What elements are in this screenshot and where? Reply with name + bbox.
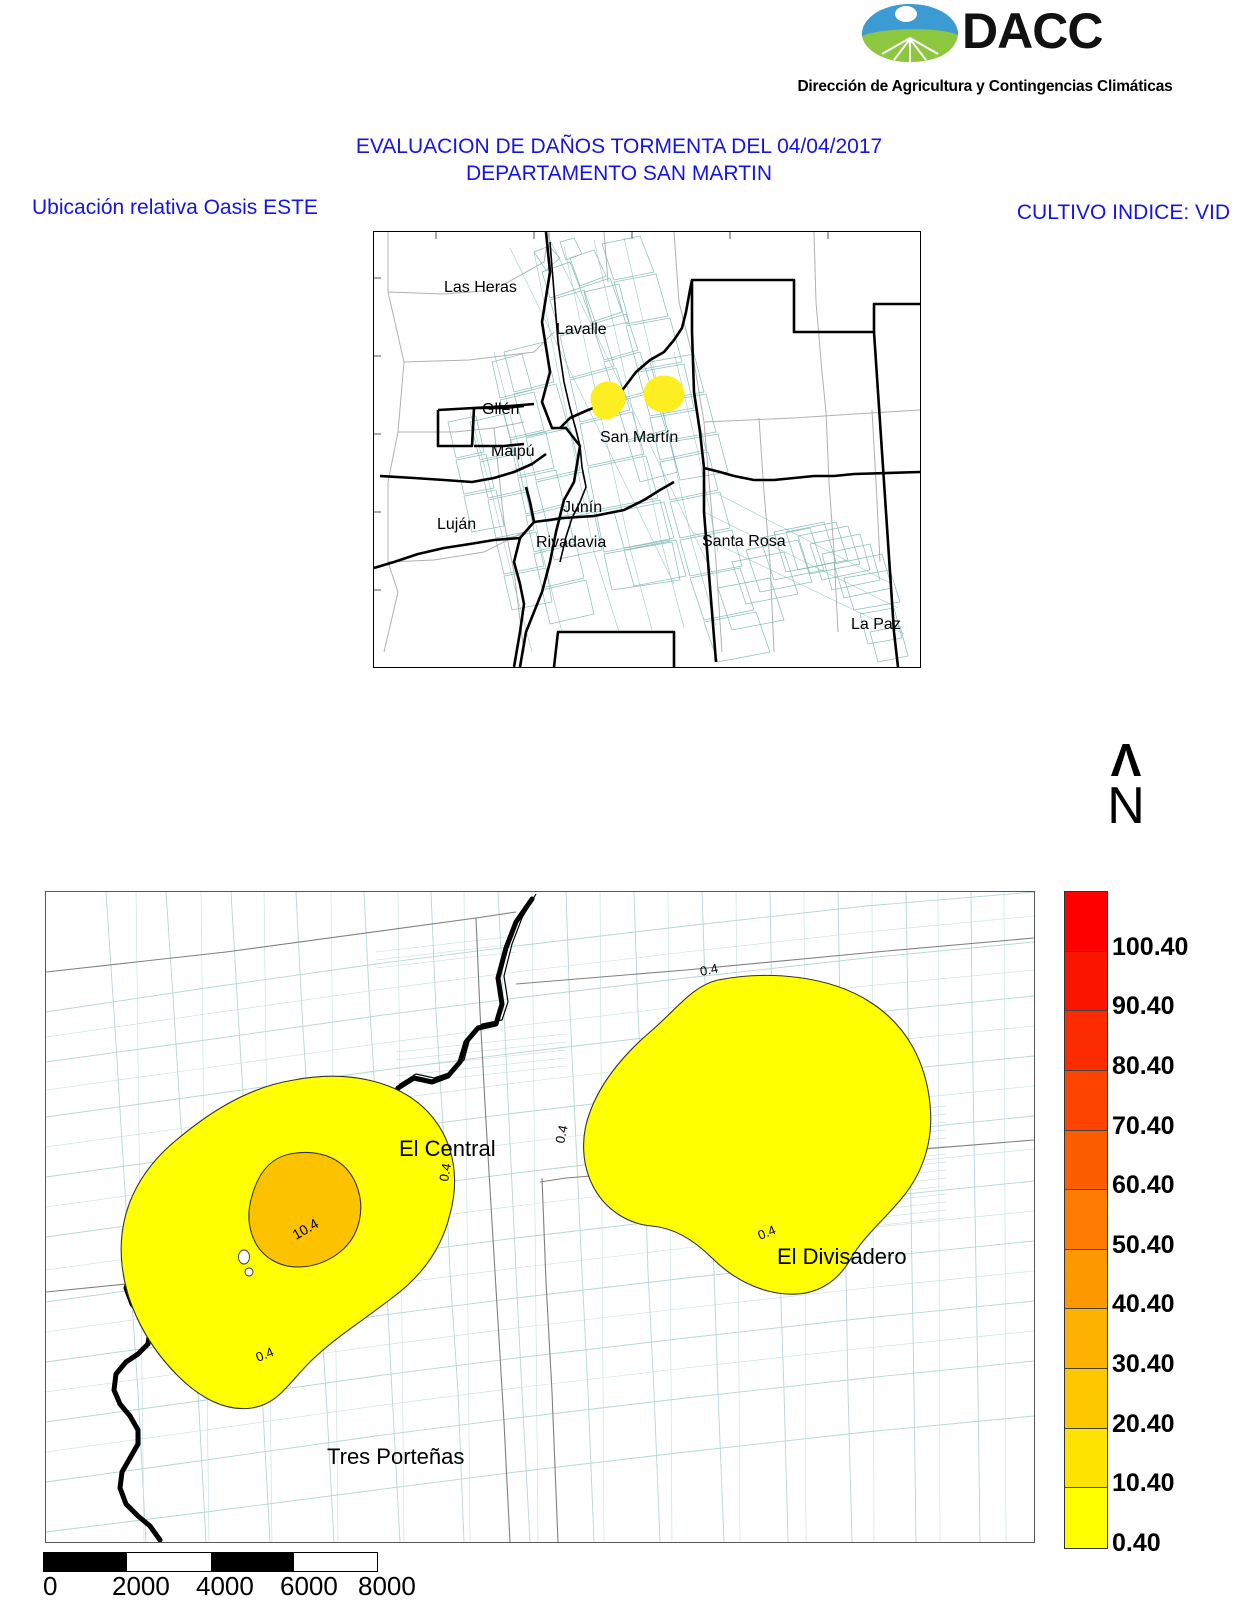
locator-label-las-heras: Las Heras — [444, 279, 517, 296]
colorbar-label-70.40: 70.40 — [1112, 1111, 1175, 1140]
logo-wordmark: DACC — [962, 3, 1103, 59]
map-tick-left-4 — [45, 1200, 46, 1201]
map-label-tres-portenas: Tres Porteñas — [327, 1444, 465, 1469]
locator-label-gllen: Gllén — [482, 401, 520, 418]
damage-core-el-central[interactable] — [248, 1151, 362, 1268]
locator-label-lavalle: Lavalle — [556, 321, 607, 338]
scale-bar-label-8000: 8000 — [358, 1571, 416, 1601]
scale-bar-segment-2 — [210, 1553, 294, 1571]
colorbar-label-40.40: 40.40 — [1112, 1290, 1175, 1319]
contour-label-0-4-b: 0.4 — [552, 1124, 570, 1145]
contour-label-0-4-a: 0.4 — [699, 961, 720, 979]
map-tick-top-2 — [282, 891, 283, 892]
scale-bar-label-6000: 6000 — [280, 1571, 338, 1601]
colorbar-label-90.40: 90.40 — [1112, 992, 1175, 1021]
colorbar-band-50.40 — [1065, 1190, 1107, 1250]
colorbar-label-20.40: 20.40 — [1112, 1409, 1175, 1438]
damage-polygon-el-divisadero[interactable] — [583, 974, 932, 1295]
colorbar-label-10.40: 10.40 — [1112, 1469, 1175, 1498]
locator-label-san-martin: San Martín — [600, 429, 679, 446]
damage-map[interactable]: 0.4 0.4 0.4 10.4 0.4 0.4 El Central El D… — [45, 891, 1035, 1543]
map-tick-left-6 — [45, 1360, 46, 1361]
map-tick-top-1 — [164, 891, 165, 892]
colorbar-label-80.40: 80.40 — [1112, 1051, 1175, 1080]
colorbar-band-40.40 — [1065, 1249, 1107, 1310]
org-subtitle: Dirección de Agricultura y Contingencias… — [797, 78, 1173, 95]
north-arrow-caret-icon: Λ — [1110, 734, 1142, 786]
map-tick-left-7 — [45, 1440, 46, 1441]
colorbar-band-90.40 — [1065, 951, 1107, 1012]
map-tick-top-3 — [400, 891, 401, 892]
map-tick-top-5 — [636, 891, 637, 892]
colorbar-label-100.40: 100.40 — [1112, 932, 1189, 961]
contour-label-0-4-c: 0.4 — [436, 1162, 454, 1182]
colorbar-label-50.40: 50.40 — [1112, 1230, 1175, 1259]
map-tick-top-4 — [518, 891, 519, 892]
map-tick-top-8 — [990, 891, 991, 892]
scale-bar — [43, 1552, 378, 1572]
locator-label-junin: Junín — [563, 499, 603, 516]
map-label-el-central: El Central — [399, 1136, 496, 1161]
colorbar-band-20.40 — [1065, 1369, 1107, 1429]
map-tick-top-6 — [754, 891, 755, 892]
scale-bar-label-4000: 4000 — [196, 1571, 254, 1601]
locator-label-lujan: Luján — [437, 516, 477, 533]
colorbar-band-0.40 — [1065, 1488, 1107, 1548]
damage-hole-2 — [244, 1267, 254, 1277]
locator-map[interactable]: Las Heras Lavalle Gllén Maipú San Martín… — [373, 231, 921, 668]
map-tick-left-5 — [45, 1280, 46, 1281]
map-tick-left-2 — [45, 1040, 46, 1041]
colorbar-band-100.40 — [1065, 892, 1107, 952]
colorbar-band-80.40 — [1065, 1011, 1107, 1071]
locator-label-santa-rosa: Santa Rosa — [702, 533, 786, 550]
colorbar-band-10.40 — [1065, 1428, 1107, 1489]
colorbar[interactable] — [1064, 891, 1108, 1549]
north-arrow: Λ N — [1096, 734, 1156, 835]
north-arrow-letter: N — [1107, 777, 1145, 835]
colorbar-band-60.40 — [1065, 1130, 1107, 1191]
colorbar-label-60.40: 60.40 — [1112, 1171, 1175, 1200]
contour-label-0-4-e: 0.4 — [254, 1344, 276, 1365]
contour-label-0-4-d: 0.4 — [756, 1222, 778, 1243]
scale-bar-segment-0 — [44, 1553, 128, 1571]
damage-hole-1 — [238, 1249, 250, 1265]
dacc-sun-field-logo-icon — [860, 2, 960, 62]
colorbar-band-30.40 — [1065, 1309, 1107, 1369]
colorbar-band-70.40 — [1065, 1070, 1107, 1131]
scale-bar-label-0: 0 — [43, 1571, 58, 1601]
scale-bar-labels: 0 2000 4000 6000 8000 — [28, 1571, 416, 1603]
title-line-1: EVALUACION DE DAÑOS TORMENTA DEL 04/04/2… — [355, 135, 883, 158]
map-label-el-divisadero: El Divisadero — [777, 1244, 907, 1269]
locator-label-rivadavia: Rivadavia — [536, 534, 607, 551]
map-tick-top-7 — [872, 891, 873, 892]
scale-bar-segment-3 — [293, 1553, 377, 1571]
scale-bar-label-2000: 2000 — [112, 1571, 170, 1601]
map-tick-left-1 — [45, 960, 46, 961]
colorbar-label-0.40: 0.40 — [1112, 1529, 1161, 1557]
scale-bar-segment-1 — [127, 1553, 211, 1571]
title-line-2: DEPARTAMENTO SAN MARTIN — [465, 162, 773, 185]
dacc-logo: DACC — [860, 2, 1103, 64]
locator-label-maipu: Maipú — [491, 443, 535, 460]
map-tick-left-3 — [45, 1120, 46, 1121]
colorbar-label-30.40: 30.40 — [1112, 1350, 1175, 1379]
locator-caption: Ubicación relativa Oasis ESTE — [32, 196, 318, 219]
page-title: EVALUACION DE DAÑOS TORMENTA DEL 04/04/2… — [0, 133, 1238, 187]
colorbar-labels: 100.40 90.40 80.40 70.40 60.40 50.40 40.40 30.4… — [1112, 891, 1238, 1557]
crop-index-caption: CULTIVO INDICE: VID — [1016, 201, 1230, 224]
locator-label-la-paz: La Paz — [851, 616, 901, 633]
